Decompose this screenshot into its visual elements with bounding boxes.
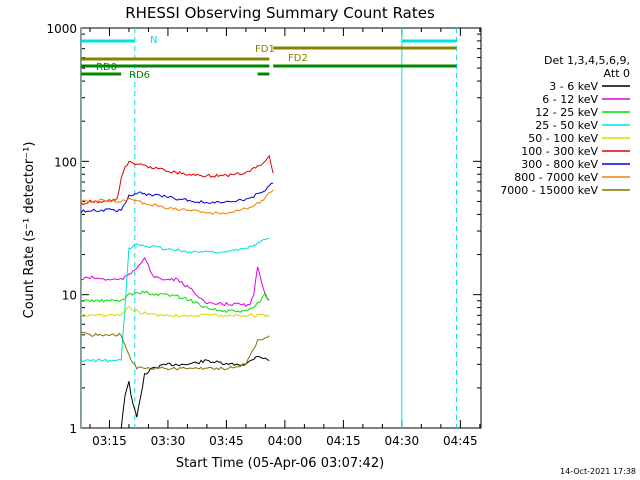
series-line-12-25-kev — [80, 290, 270, 314]
date-stamp: 14-Oct-2021 17:38 — [560, 467, 636, 476]
series-line-50-100-kev — [80, 305, 270, 318]
flag-label-fd1: FD1 — [255, 44, 275, 55]
series-line-3-6-kev — [120, 355, 270, 429]
y-tick-label: 100 — [54, 155, 77, 169]
legend-label-50-100-kev: 50 - 100 keV — [528, 132, 598, 145]
y-tick-label: 1 — [69, 422, 77, 436]
flag-label-rd6: RD6 — [129, 70, 150, 81]
plot-area: 1 10 100 1000 03:15 03:30 03:45 04:00 04:15 04:30… — [46, 22, 482, 448]
legend-label-25-50-kev: 25 - 50 keV — [535, 119, 598, 132]
flag-label-fd2: FD2 — [288, 53, 308, 64]
legend-label-7000-15000-kev: 7000 - 15000 keV — [500, 184, 598, 197]
series-line-800-7000-kev — [80, 189, 274, 215]
x-tick-label: 03:45 — [209, 434, 244, 448]
y-axis-label: Count Rate (s⁻¹ detector⁻¹) — [22, 142, 37, 319]
flag-label-n: N — [150, 35, 157, 46]
legend-label-6-12-kev: 6 - 12 keV — [542, 93, 598, 106]
series-line-6-12-kev — [80, 256, 270, 308]
legend-label-300-800-kev: 300 - 800 keV — [521, 158, 598, 171]
x-tick-label: 03:15 — [92, 434, 127, 448]
x-tick-label: 03:30 — [151, 434, 186, 448]
legend-label-100-300-kev: 100 - 300 keV — [521, 145, 598, 158]
series-line-300-800-kev — [80, 182, 274, 214]
series-line-25-50-kev — [80, 238, 270, 363]
legend-header-line-1: Det 1,3,4,5,6,9, — [544, 54, 630, 67]
legend-header-line-2: Att 0 — [604, 67, 630, 80]
series-line-100-300-kev — [80, 154, 274, 206]
series-line-7000-15000-kev — [80, 331, 270, 371]
legend-label-12-25-kev: 12 - 25 keV — [535, 106, 598, 119]
x-tick-label: 04:00 — [268, 434, 303, 448]
x-tick-label: 04:15 — [326, 434, 361, 448]
y-tick-label: 1000 — [46, 22, 77, 36]
legend-label-800-7000-kev: 800 - 7000 keV — [514, 171, 598, 184]
plot-frame — [80, 27, 482, 429]
flag-label-rd0: RD0 — [96, 62, 117, 73]
legend-label-3-6-kev: 3 - 6 keV — [549, 80, 598, 93]
x-tick-label: 04:30 — [385, 434, 420, 448]
x-axis-label: Start Time (05-Apr-06 03:07:42) — [176, 456, 384, 471]
x-tick-label: 04:45 — [443, 434, 478, 448]
chart-title: RHESSI Observing Summary Count Rates — [125, 4, 435, 22]
y-tick-label: 10 — [62, 289, 77, 303]
